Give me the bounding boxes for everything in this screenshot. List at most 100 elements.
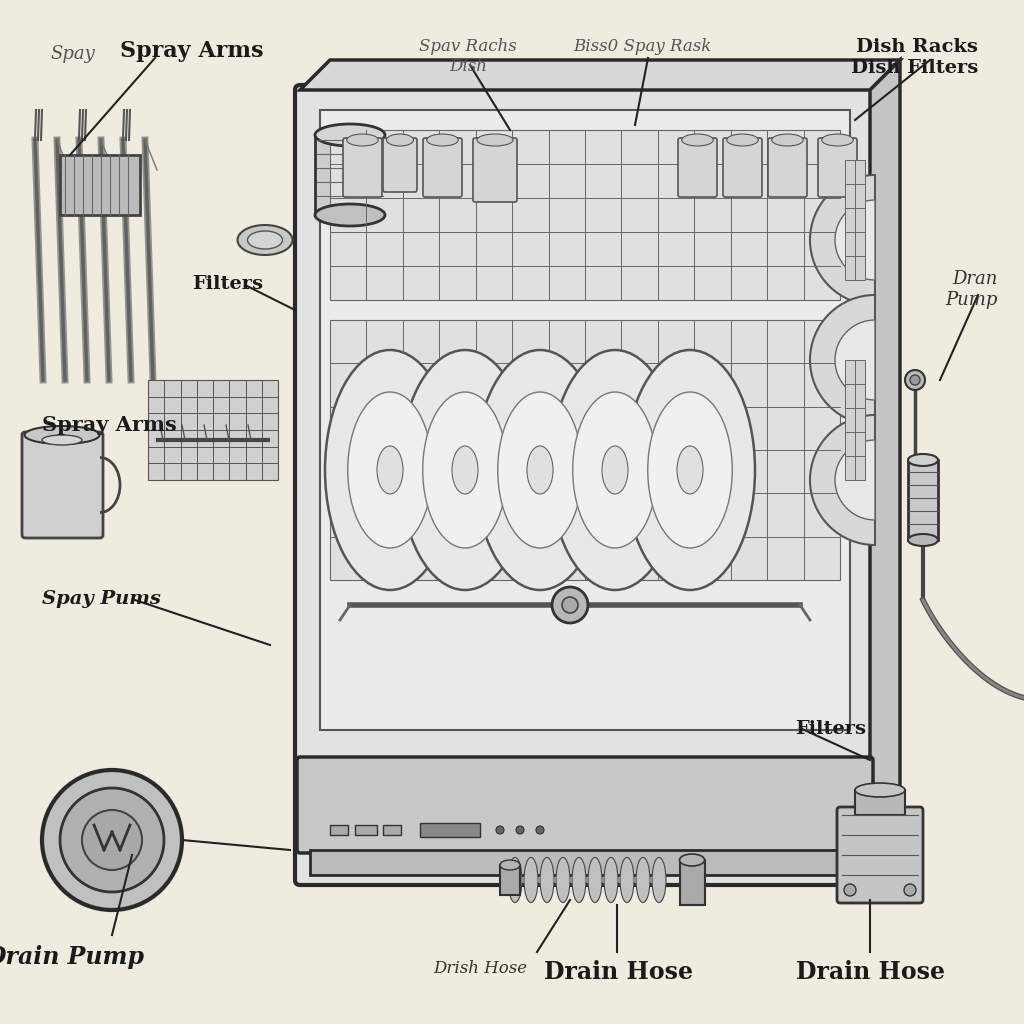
Ellipse shape (238, 225, 293, 255)
Ellipse shape (325, 350, 455, 590)
Bar (330, 825, 348, 835)
Bar (0, 256, 1024, 307)
Bar (330, 319, 840, 580)
Ellipse shape (42, 435, 82, 445)
Ellipse shape (427, 134, 459, 146)
Circle shape (82, 810, 142, 870)
Bar (310, 850, 860, 874)
Ellipse shape (477, 134, 513, 146)
Ellipse shape (25, 426, 99, 444)
Polygon shape (300, 60, 900, 90)
Ellipse shape (620, 857, 634, 902)
Bar (0, 819, 1024, 870)
Bar (420, 823, 480, 837)
Bar (845, 160, 865, 280)
Bar (0, 154, 1024, 205)
Text: Filters: Filters (795, 720, 866, 738)
Text: Filters: Filters (193, 275, 263, 293)
Text: Drain Hose: Drain Hose (544, 961, 692, 984)
FancyBboxPatch shape (22, 432, 103, 538)
Ellipse shape (527, 446, 553, 494)
Text: Biss0 Spay Rask: Biss0 Spay Rask (572, 38, 712, 55)
Ellipse shape (604, 857, 618, 902)
FancyBboxPatch shape (473, 138, 517, 202)
FancyBboxPatch shape (678, 138, 717, 197)
Circle shape (516, 826, 524, 834)
Bar (60, 155, 140, 215)
Text: Spay Pums: Spay Pums (42, 590, 161, 608)
FancyBboxPatch shape (295, 85, 874, 885)
Ellipse shape (556, 857, 570, 902)
Bar (383, 825, 401, 835)
Wedge shape (835, 319, 874, 400)
Ellipse shape (452, 446, 478, 494)
Circle shape (904, 884, 916, 896)
Text: Spay: Spay (50, 45, 95, 63)
Bar (0, 51, 1024, 102)
Wedge shape (835, 200, 874, 280)
Ellipse shape (315, 124, 385, 146)
Bar (330, 130, 840, 300)
Bar (0, 563, 1024, 614)
Circle shape (552, 587, 588, 623)
Bar (0, 614, 1024, 666)
Ellipse shape (500, 860, 520, 870)
FancyBboxPatch shape (423, 138, 462, 197)
Ellipse shape (572, 857, 586, 902)
Bar (0, 0, 1024, 51)
Circle shape (562, 597, 578, 613)
Ellipse shape (727, 134, 758, 146)
Ellipse shape (386, 134, 414, 146)
Ellipse shape (423, 392, 507, 548)
FancyBboxPatch shape (383, 138, 417, 193)
Wedge shape (835, 440, 874, 520)
Ellipse shape (248, 231, 283, 249)
Ellipse shape (682, 134, 714, 146)
Ellipse shape (680, 854, 705, 866)
Bar (0, 461, 1024, 512)
Ellipse shape (772, 134, 803, 146)
Bar (0, 922, 1024, 973)
Bar (855, 790, 905, 815)
Ellipse shape (550, 350, 680, 590)
Ellipse shape (677, 446, 703, 494)
Bar (0, 717, 1024, 768)
Circle shape (905, 370, 925, 390)
Text: Drish Hose: Drish Hose (433, 961, 527, 977)
Ellipse shape (572, 392, 657, 548)
Ellipse shape (524, 857, 538, 902)
Bar (680, 860, 705, 905)
Ellipse shape (855, 783, 905, 797)
Bar (0, 768, 1024, 819)
Ellipse shape (636, 857, 650, 902)
Ellipse shape (498, 392, 583, 548)
Bar (0, 870, 1024, 922)
Ellipse shape (652, 857, 666, 902)
Bar (0, 410, 1024, 461)
Bar (845, 360, 865, 480)
Circle shape (910, 375, 920, 385)
Ellipse shape (602, 446, 628, 494)
Ellipse shape (475, 350, 605, 590)
Bar (0, 512, 1024, 563)
Bar (148, 380, 278, 480)
Bar (0, 666, 1024, 717)
Wedge shape (810, 175, 874, 305)
Bar (0, 307, 1024, 358)
Text: Dran
Pump: Dran Pump (945, 270, 998, 309)
Ellipse shape (348, 392, 432, 548)
FancyBboxPatch shape (723, 138, 762, 197)
Bar (355, 825, 377, 835)
FancyBboxPatch shape (297, 757, 873, 853)
Circle shape (42, 770, 182, 910)
Circle shape (844, 884, 856, 896)
Text: Spray Arms: Spray Arms (120, 40, 263, 62)
Ellipse shape (377, 446, 403, 494)
Text: Spav Rachs
Dish: Spav Rachs Dish (419, 38, 517, 75)
Circle shape (536, 826, 544, 834)
Text: Drain Hose: Drain Hose (796, 961, 944, 984)
FancyBboxPatch shape (837, 807, 923, 903)
Ellipse shape (540, 857, 554, 902)
Bar (0, 358, 1024, 410)
Text: Dish Racks
Dish Filters: Dish Racks Dish Filters (851, 38, 978, 77)
